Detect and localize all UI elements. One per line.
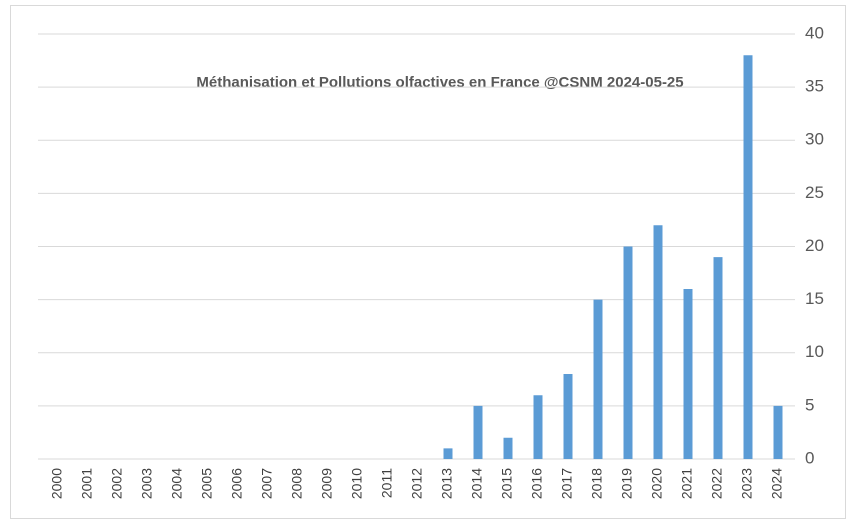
- x-tick-label: 2023: [739, 468, 755, 499]
- x-tick-label: 2021: [679, 468, 695, 499]
- bar: [653, 225, 663, 459]
- y-tick-label: 25: [805, 183, 824, 202]
- x-tick-label: 2001: [79, 468, 95, 499]
- bar: [623, 246, 633, 459]
- x-tick-label: 2009: [319, 468, 335, 499]
- x-tick-label: 2022: [709, 468, 725, 499]
- x-tick-label: 2015: [499, 468, 515, 499]
- y-tick-label: 15: [805, 289, 824, 308]
- bar: [683, 289, 693, 459]
- y-tick-label: 10: [805, 342, 824, 361]
- x-tick-label: 2018: [589, 468, 605, 499]
- x-tick-label: 2007: [259, 468, 275, 499]
- x-tick-label: 2014: [469, 468, 485, 499]
- y-tick-label: 20: [805, 236, 824, 255]
- y-tick-label: 35: [805, 77, 824, 96]
- bar: [503, 437, 513, 459]
- bar: [593, 299, 603, 459]
- x-tick-label: 2016: [529, 468, 545, 499]
- x-tick-label: 2003: [139, 468, 155, 499]
- x-tick-label: 2012: [409, 468, 425, 499]
- bar: [473, 405, 483, 459]
- x-tick-label: 2004: [169, 468, 185, 499]
- x-tick-label: 2024: [769, 468, 785, 499]
- x-tick-label: 2002: [109, 468, 125, 499]
- bar: [773, 405, 783, 459]
- bar: [443, 448, 453, 459]
- bar: [713, 257, 723, 459]
- x-tick-label: 2020: [649, 468, 665, 499]
- chart-border: [10, 5, 846, 519]
- x-tick-label: 2019: [619, 468, 635, 499]
- x-tick-label: 2017: [559, 468, 575, 499]
- x-tick-label: 2000: [49, 468, 65, 499]
- x-tick-label: 2005: [199, 468, 215, 499]
- bar: [533, 395, 543, 459]
- x-tick-label: 2013: [439, 468, 455, 499]
- y-tick-label: 40: [805, 23, 824, 42]
- x-tick-label: 2010: [349, 468, 365, 499]
- y-tick-label: 5: [805, 395, 814, 414]
- chart-title: Méthanisation et Pollutions olfactives e…: [196, 74, 683, 91]
- x-tick-label: 2008: [289, 468, 305, 499]
- bar: [743, 55, 753, 459]
- bar: [563, 374, 573, 459]
- x-tick-label: 2011: [379, 468, 395, 498]
- y-tick-label: 0: [805, 448, 814, 467]
- y-tick-label: 30: [805, 130, 824, 149]
- x-tick-label: 2006: [229, 468, 245, 499]
